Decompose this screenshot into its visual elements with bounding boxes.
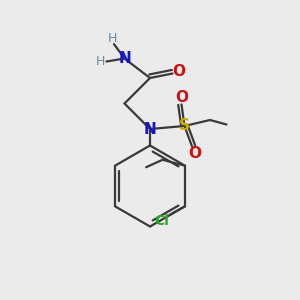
Text: S: S bbox=[179, 118, 190, 134]
Text: H: H bbox=[108, 32, 117, 45]
Text: N: N bbox=[144, 122, 156, 136]
Text: Cl: Cl bbox=[154, 214, 169, 228]
Text: O: O bbox=[175, 90, 188, 105]
Text: O: O bbox=[188, 146, 202, 160]
Text: O: O bbox=[172, 64, 186, 80]
Text: N: N bbox=[118, 51, 131, 66]
Text: H: H bbox=[96, 55, 105, 68]
